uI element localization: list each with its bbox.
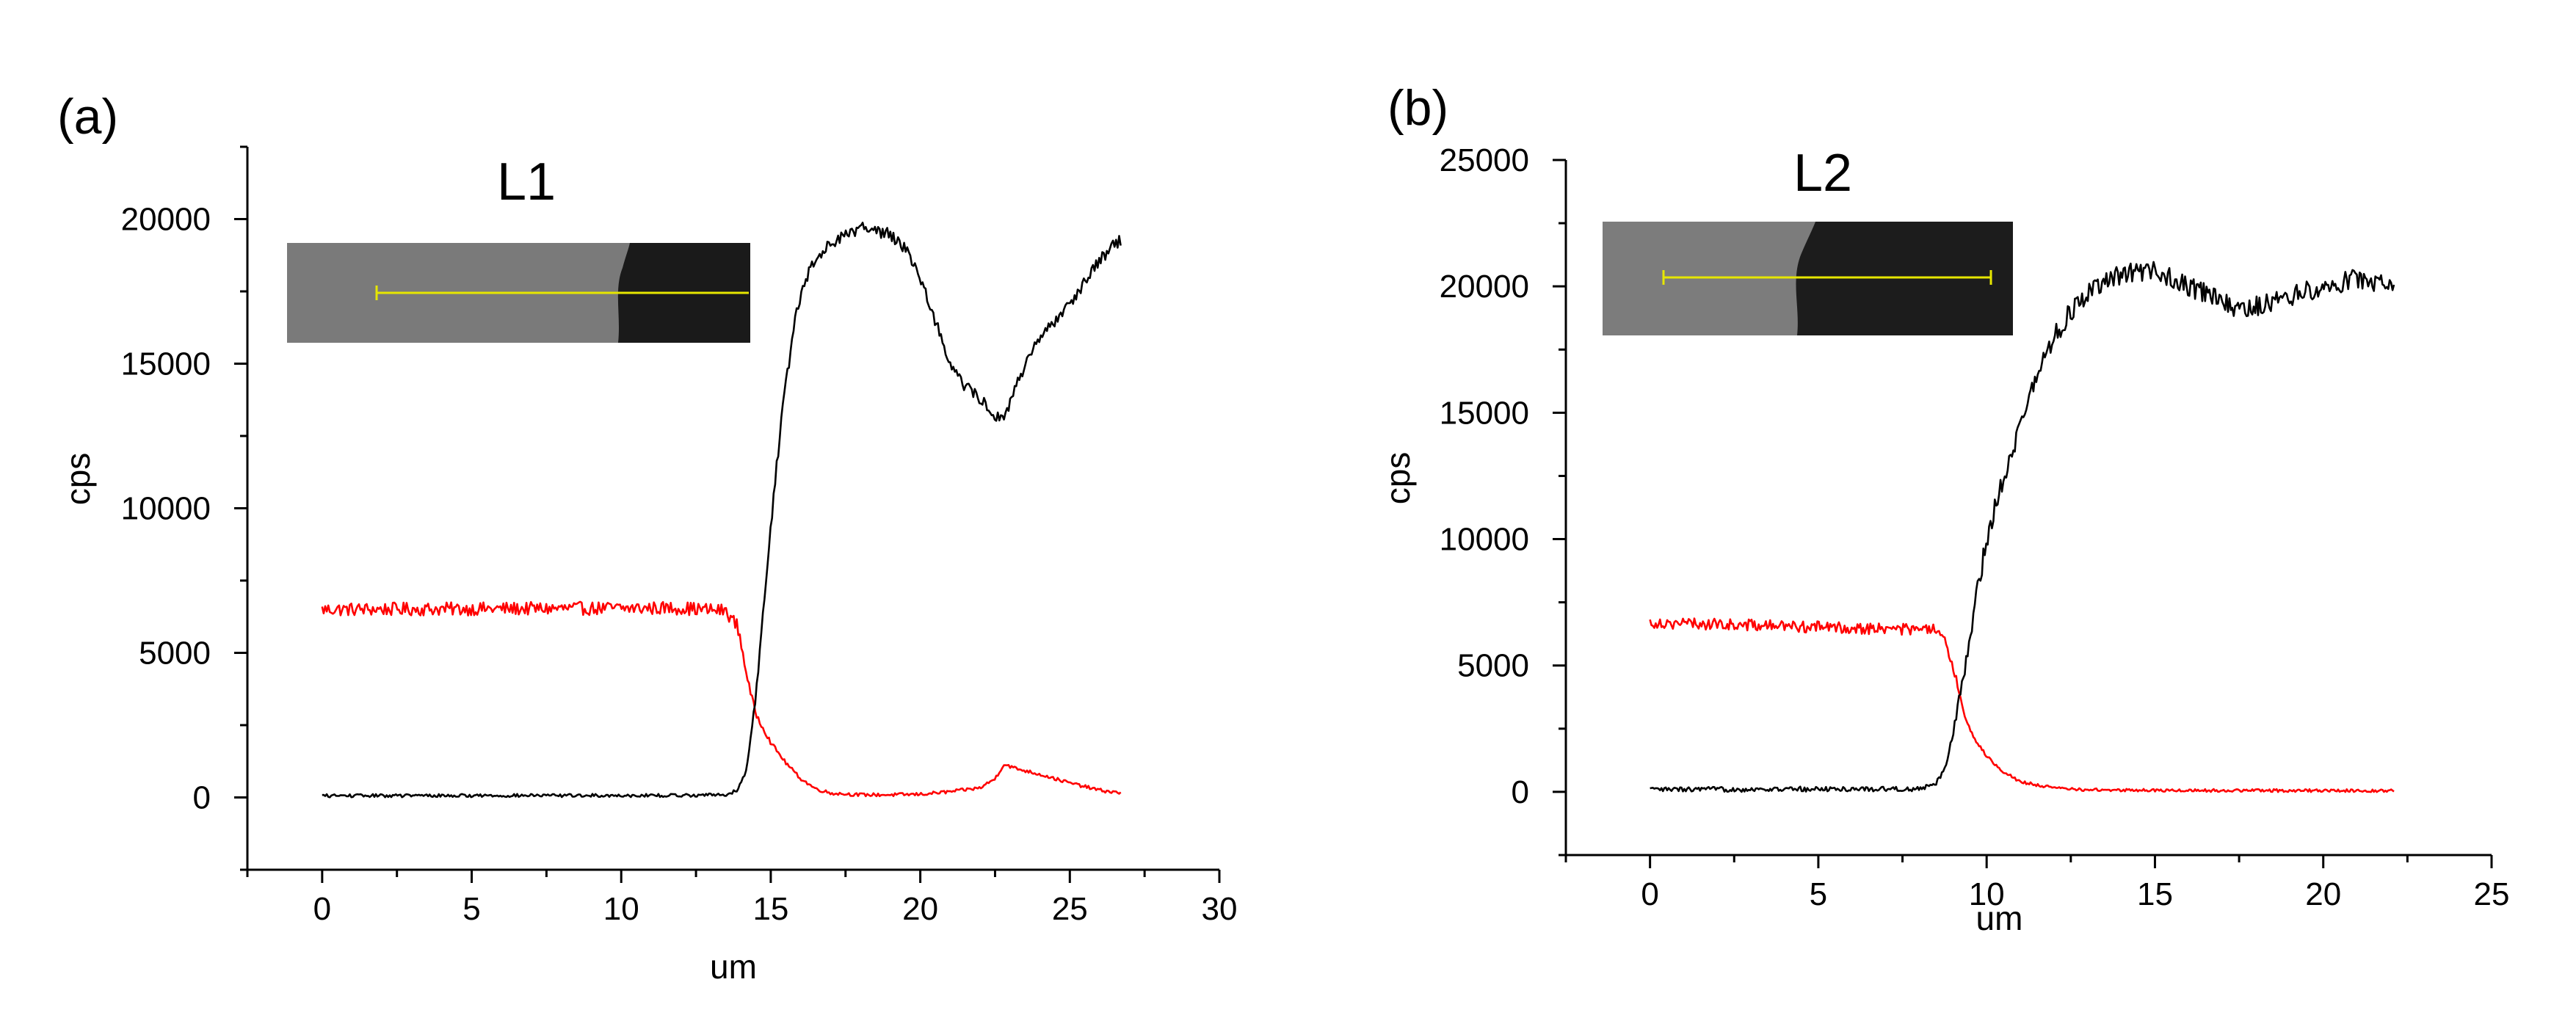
x-tick-label: 25 [1052, 891, 1088, 927]
panel-b-label: (b) [1387, 80, 1448, 136]
x-tick-label: 5 [1810, 876, 1827, 912]
y-tick-label: 20000 [121, 202, 211, 238]
x-tick-label: 20 [2305, 876, 2341, 912]
x-axis-title: um [710, 948, 757, 986]
x-axis-title: um [1976, 899, 2023, 937]
x-tick-label: 10 [1969, 876, 2005, 912]
y-tick-label: 0 [1512, 774, 1529, 810]
y-tick-label: 5000 [139, 636, 211, 672]
x-tick-label: 0 [313, 891, 331, 927]
series-red-trace [321, 600, 1122, 798]
panel-a-plot [321, 222, 1122, 799]
series-black-trace [322, 222, 1122, 799]
x-tick-label: 5 [462, 891, 480, 927]
y-axis-title: cps [59, 453, 97, 506]
panel-a-axes: 0 5 10 15 20 25 30 0 5000 10000 15000 20000 um cps [59, 145, 1238, 986]
panel-b-plot [1649, 261, 2395, 793]
panel-b-title: L2 [1793, 144, 1852, 203]
y-tick-label: 20000 [1440, 269, 1529, 305]
y-tick-label: 5000 [1457, 648, 1529, 684]
series-black-trace [1650, 261, 2395, 793]
panel-a-title: L1 [497, 153, 556, 211]
y-axis-title: cps [1379, 452, 1417, 505]
panel-a-label: (a) [57, 89, 118, 145]
series-red-trace [1649, 617, 2395, 793]
y-tick-label: 10000 [121, 491, 211, 527]
panel-b-inset [1603, 222, 2013, 335]
x-tick-label: 20 [902, 891, 938, 927]
x-tick-label: 15 [752, 891, 788, 927]
panel-b-chart: (b) 0 5 10 15 20 25 0 5000 10000 15000 20000 25000 u… [1379, 80, 2509, 937]
x-tick-label: 15 [2137, 876, 2173, 912]
y-tick-label: 0 [193, 780, 211, 816]
y-tick-label: 15000 [1440, 395, 1529, 431]
y-tick-label: 25000 [1440, 142, 1529, 178]
panel-a-inset [287, 243, 750, 343]
x-tick-label: 25 [2474, 876, 2510, 912]
x-tick-label: 0 [1641, 876, 1658, 912]
x-tick-label: 10 [603, 891, 639, 927]
panel-a-chart: (a) 0 5 10 15 20 25 30 0 5000 10000 15000 20000 um cp… [57, 89, 1237, 986]
y-tick-label: 15000 [121, 346, 211, 382]
y-tick-label: 10000 [1440, 522, 1529, 558]
panel-b-axes: 0 5 10 15 20 25 0 5000 10000 15000 20000 25000 um cps [1379, 142, 2509, 937]
x-tick-label: 30 [1202, 891, 1238, 927]
